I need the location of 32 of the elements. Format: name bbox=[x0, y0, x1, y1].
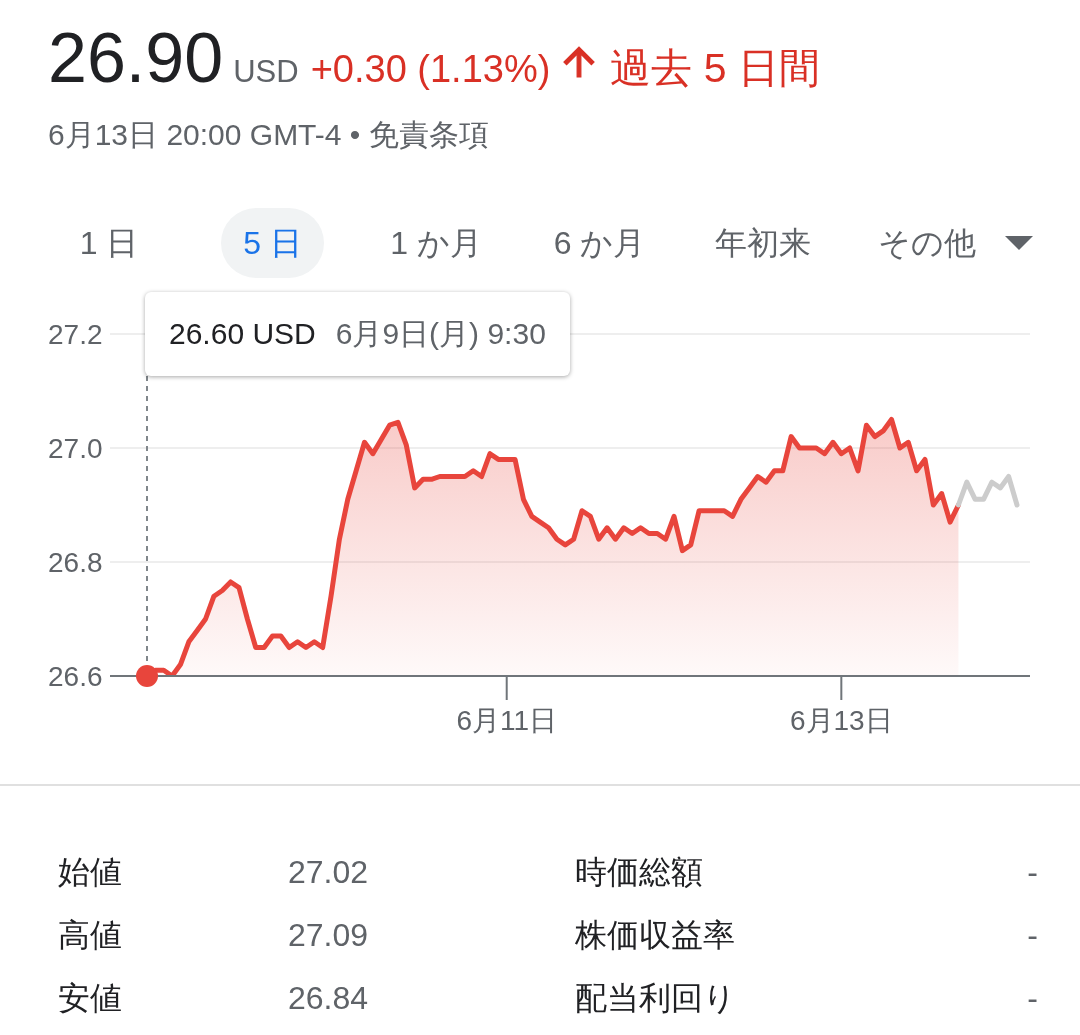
text: - bbox=[1027, 980, 1038, 1016]
text: その他 bbox=[877, 225, 976, 261]
text: - bbox=[1027, 854, 1038, 890]
text: 株価収益率 bbox=[575, 917, 735, 953]
text: 6 か月 bbox=[553, 225, 646, 261]
chart-title: 26.90 bbox=[48, 19, 224, 97]
tooltip-card: 26.60 USD 6月9日(月) 9:30 bbox=[145, 292, 570, 376]
chart-subtitle: 6月13日 20:00 GMT-4 • 免責条項 bbox=[48, 118, 489, 151]
text: 始値 bbox=[58, 854, 122, 890]
text: 27.02 bbox=[288, 854, 369, 890]
text: 26.84 bbox=[288, 980, 369, 1016]
text: 27.09 bbox=[288, 917, 369, 953]
annotation: 26.60 USD bbox=[169, 317, 316, 351]
x-tick-label: 6月13日 bbox=[789, 704, 893, 736]
x-tick-label: 6月11日 bbox=[456, 704, 558, 736]
text: 高値 bbox=[58, 917, 122, 953]
text: USD bbox=[233, 54, 299, 89]
text: 配当利回り bbox=[575, 980, 736, 1016]
y-tick-label: 26.6 bbox=[48, 660, 103, 692]
text: - bbox=[1027, 917, 1038, 953]
y-tick-label: 27.0 bbox=[48, 432, 103, 464]
y-tick-label: 26.8 bbox=[48, 546, 103, 578]
text: 年初来 bbox=[715, 225, 811, 261]
text: 時価総額 bbox=[575, 854, 703, 890]
text: 過去 5 日間 bbox=[610, 45, 820, 91]
text: +0.30 (1.13%) bbox=[310, 48, 551, 90]
annotation: 6月9日(月) 9:30 bbox=[335, 315, 546, 352]
text: 5 日 bbox=[243, 225, 302, 261]
y-tick-label: 27.2 bbox=[48, 318, 103, 350]
text: 1 日 bbox=[79, 225, 139, 261]
text: 安値 bbox=[58, 980, 122, 1016]
text: 1 か月 bbox=[390, 225, 482, 261]
